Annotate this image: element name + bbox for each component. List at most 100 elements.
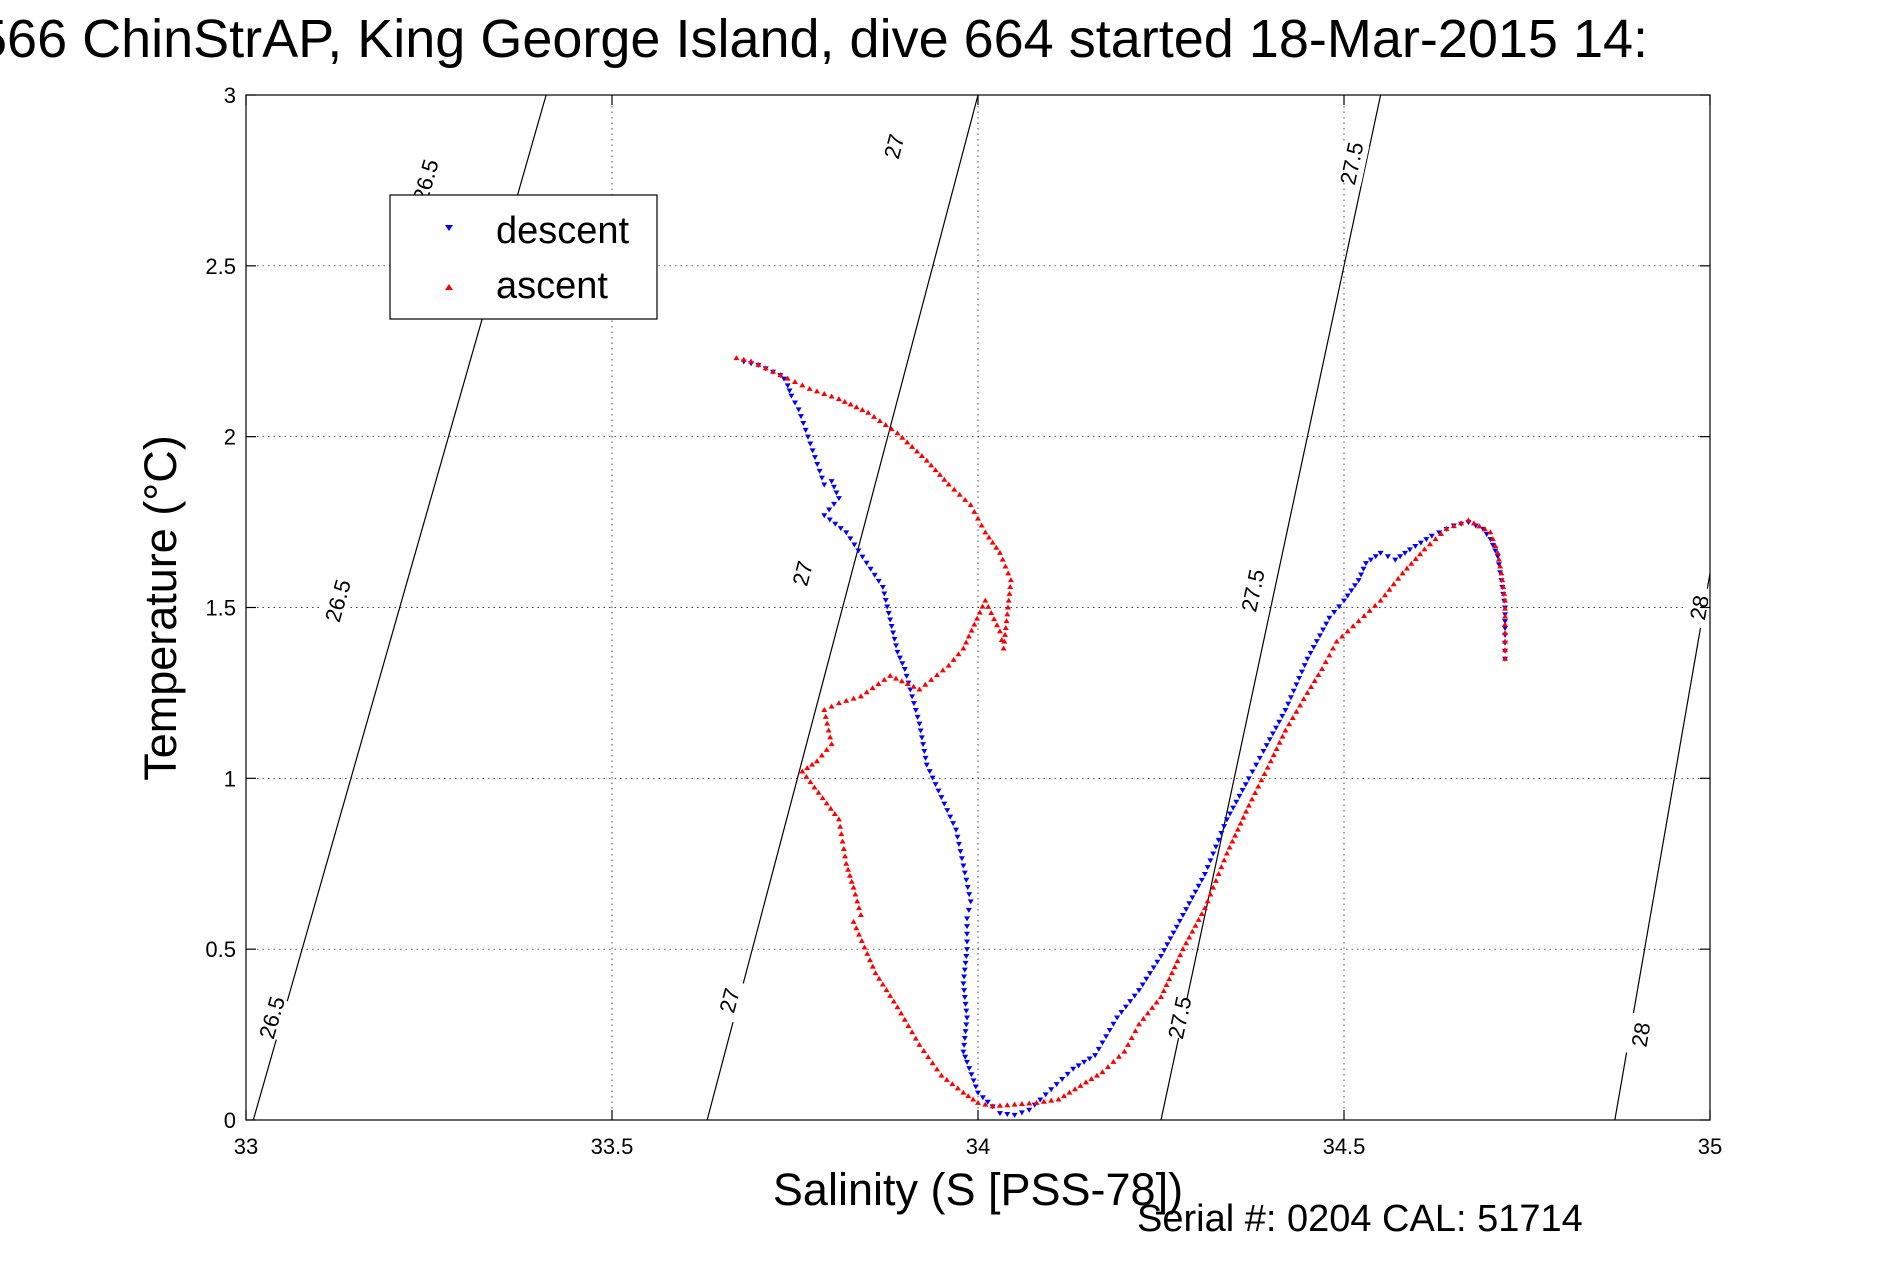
descent-point [1215, 837, 1222, 843]
ascent-point [813, 388, 820, 394]
descent-point [961, 870, 968, 876]
ascent-point [1048, 1097, 1055, 1103]
descent-point [843, 530, 850, 536]
descent-point [1210, 851, 1217, 857]
ascent-point [939, 667, 946, 673]
ascent-point [1110, 1058, 1117, 1064]
ascent-point [934, 672, 941, 678]
descent-point [1189, 895, 1196, 901]
ascent-point [1437, 531, 1444, 537]
descent-point [944, 808, 951, 814]
descent-point [1331, 610, 1338, 616]
descent-point [894, 649, 901, 655]
ascent-point [1502, 597, 1509, 603]
ascent-point [1421, 546, 1428, 552]
descent-point [1287, 695, 1294, 701]
ascent-point [888, 426, 895, 432]
ascent-point [1001, 638, 1008, 644]
descent-point [1106, 1028, 1113, 1034]
descent-point [1192, 889, 1199, 895]
descent-point [1290, 688, 1297, 694]
descent-point [926, 769, 933, 775]
ascent-point [827, 805, 834, 811]
descent-point [916, 721, 923, 727]
descent-point [1048, 1087, 1055, 1093]
ascent-point [960, 1089, 967, 1095]
descent-point [1147, 971, 1154, 977]
ascent-point [970, 1096, 977, 1102]
descent-point [965, 907, 972, 913]
ascent-point [1128, 1035, 1135, 1040]
ascent-point [1311, 677, 1318, 683]
descent-point [1037, 1097, 1044, 1103]
ascent-point [839, 838, 846, 844]
descent-point [961, 967, 968, 973]
descent-point [826, 517, 833, 523]
descent-point [963, 877, 970, 883]
ascent-point [955, 651, 962, 657]
descent-point [932, 782, 939, 788]
descent-point [1059, 1077, 1066, 1082]
ascent-point [859, 407, 866, 413]
ascent-point [879, 981, 886, 987]
ascent-point [1261, 770, 1268, 776]
descent-point [923, 762, 930, 768]
ascent-point [945, 481, 952, 487]
ascent-point [1502, 655, 1509, 661]
ascent-point [1198, 911, 1205, 917]
descent-point [1428, 533, 1435, 539]
descent-point [875, 578, 882, 584]
ascent-point [1007, 577, 1014, 583]
descent-point [1341, 598, 1347, 604]
descent-point [1362, 561, 1369, 567]
ascent-point [1104, 1064, 1111, 1070]
ascent-point [887, 992, 894, 998]
ascent-point [945, 662, 952, 668]
ascent-point [869, 963, 876, 969]
ascent-point [1497, 563, 1504, 569]
descent-point [1301, 663, 1308, 669]
ascent-point [1432, 536, 1439, 542]
ascent-point [1450, 523, 1457, 529]
ascent-point [978, 522, 985, 528]
descent-point [920, 742, 927, 748]
descent-point [1502, 626, 1509, 631]
descent-point [972, 1084, 979, 1090]
legend-descent-label: descent [496, 210, 630, 252]
descent-point [1293, 682, 1300, 688]
descent-point [984, 1099, 991, 1105]
descent-point [960, 863, 967, 869]
ascent-point [838, 831, 845, 837]
ascent-point [1502, 647, 1509, 653]
descent-point [1218, 831, 1225, 836]
ascent-point [815, 789, 822, 795]
descent-point [1086, 1056, 1093, 1062]
descent-point [832, 521, 839, 527]
ascent-point [954, 1085, 961, 1091]
legend-ascent-marker [445, 284, 453, 290]
descent-point [964, 924, 971, 930]
ascent-point [1121, 1048, 1128, 1054]
descent-point [1392, 557, 1399, 563]
ascent-point [1226, 844, 1233, 850]
ascent-point [1240, 814, 1247, 820]
ascent-point [989, 539, 996, 545]
descent-point [871, 572, 878, 578]
ascent-point [863, 689, 870, 695]
density-contour-27 [706, 94, 979, 1121]
descent-point [901, 667, 908, 672]
descent-point [1298, 669, 1305, 675]
ascent-point [1066, 1089, 1073, 1095]
ascent-point [850, 695, 857, 701]
ascent-point [803, 773, 810, 779]
descent-point [1081, 1059, 1088, 1065]
ascent-point [916, 686, 923, 692]
ascent-point [1183, 940, 1190, 946]
descent-point [1263, 743, 1270, 749]
density-contour-27.5 [1160, 94, 1382, 1121]
descent-point [1355, 578, 1362, 584]
ascent-point [1158, 994, 1164, 999]
descent-point [1307, 650, 1314, 656]
ascent-point [1289, 714, 1296, 720]
